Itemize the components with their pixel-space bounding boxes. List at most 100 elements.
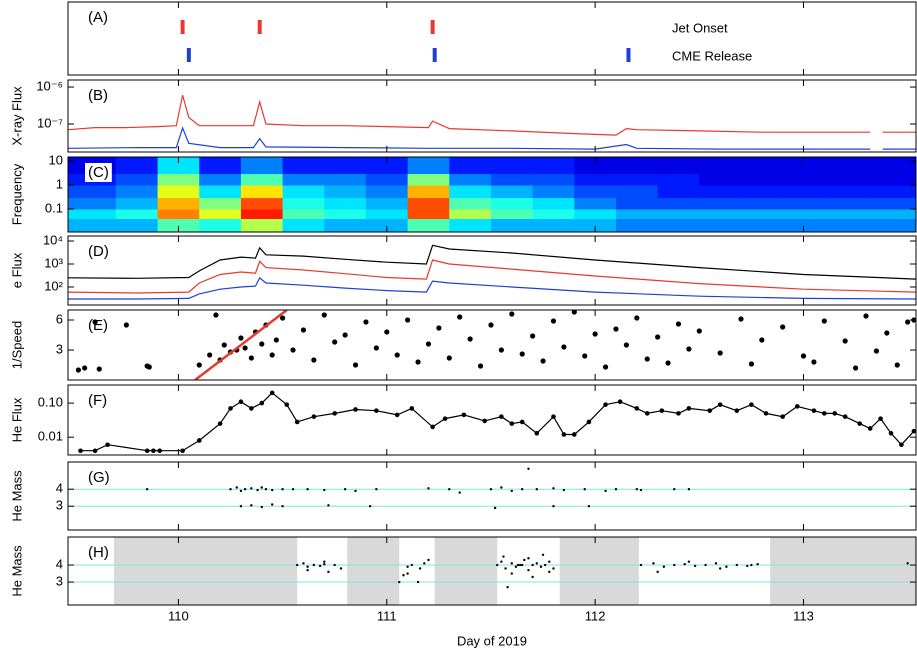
- heatmap-cell: [115, 209, 159, 220]
- data-point: [602, 364, 609, 370]
- data-point: [552, 487, 555, 490]
- data-point: [639, 563, 643, 567]
- plot-area: [75, 310, 916, 380]
- heatmap-cell: [68, 218, 117, 232]
- panel-frame: [67, 384, 917, 456]
- panel: 3 4 110 111 112 113 (H) He Mass: [9, 536, 917, 623]
- heatmap-cell: [240, 173, 284, 186]
- heatmap-cell: [532, 197, 575, 210]
- heatmap-cell: [699, 157, 742, 175]
- heatmap-cell: [740, 157, 784, 175]
- data-point: [354, 489, 357, 493]
- plot-area: [68, 537, 916, 605]
- heatmap-cell: [574, 157, 617, 175]
- data-point: [571, 432, 577, 437]
- data-point: [551, 414, 556, 419]
- heatmap-cell: [157, 185, 200, 199]
- panel: 0.01 0.10 (F) He Flux: [9, 384, 917, 456]
- heatmap-cell: [782, 185, 825, 199]
- data-point: [290, 347, 296, 353]
- y-tick-label: 0.10: [38, 395, 63, 410]
- heatmap-cell: [199, 209, 242, 220]
- heatmap-cell: [865, 157, 916, 175]
- heatmap-cell: [490, 218, 534, 232]
- data-point: [207, 352, 213, 358]
- panel-label: (G): [88, 469, 110, 486]
- data-point: [780, 324, 786, 330]
- data-point: [498, 347, 504, 353]
- data-point: [235, 486, 238, 489]
- heatmap-cell: [532, 209, 575, 220]
- heatmap-cell: [240, 185, 284, 199]
- shaded-interval: [347, 537, 400, 605]
- data-point: [144, 448, 150, 454]
- y-tick-label: 10⁻⁷: [37, 115, 63, 130]
- data-point: [333, 563, 336, 567]
- data-point: [477, 363, 484, 369]
- data-line: [68, 276, 916, 300]
- data-point: [105, 442, 110, 448]
- data-point: [552, 505, 555, 508]
- data-point: [92, 319, 98, 325]
- data-point: [402, 574, 405, 577]
- panel: 10⁻⁷ 10⁻⁶ (B) X-ray Flux: [9, 78, 917, 153]
- plot-area: [78, 390, 916, 454]
- data-point: [604, 489, 607, 493]
- heatmap-cell: [115, 173, 159, 186]
- heatmap-cell: [865, 218, 916, 232]
- data-point: [145, 488, 149, 491]
- data-line: [68, 126, 916, 150]
- heatmap-cell: [824, 157, 867, 175]
- data-point: [634, 315, 640, 321]
- heatmap-cell: [365, 197, 409, 210]
- y-axis-label: 1/Speed: [9, 321, 24, 369]
- data-point: [539, 565, 543, 568]
- plot-area: [68, 467, 916, 510]
- data-point: [151, 448, 156, 454]
- data-point: [571, 310, 577, 315]
- heatmap-cell: [699, 209, 742, 220]
- data-point: [488, 322, 494, 328]
- data-point: [339, 567, 343, 570]
- data-point: [676, 411, 681, 416]
- panel-frame: [67, 156, 917, 233]
- heatmap-cell: [615, 185, 659, 199]
- data-point: [238, 399, 244, 404]
- data-point: [311, 414, 317, 419]
- heatmap-cell: [824, 209, 867, 220]
- data-point: [196, 438, 202, 443]
- data-point: [249, 406, 254, 411]
- event-marker: [626, 48, 631, 62]
- heatmap-cell: [574, 209, 617, 220]
- panel-frame: [67, 461, 917, 531]
- data-point: [398, 580, 401, 584]
- data-point: [213, 312, 219, 318]
- y-axis-label: X-ray Flux: [9, 86, 24, 146]
- heatmap-cell: [865, 197, 916, 210]
- data-point: [832, 411, 838, 416]
- y-tick-label: 3: [56, 498, 63, 513]
- panel-label: (D): [88, 243, 109, 260]
- x-tick-label: 112: [585, 608, 606, 623]
- data-line: [68, 259, 916, 294]
- data-point: [493, 506, 497, 510]
- data-point: [461, 412, 467, 418]
- data-point: [518, 563, 522, 567]
- heatmap-cell: [490, 157, 534, 175]
- data-point: [687, 560, 691, 563]
- data-point: [714, 562, 718, 565]
- data-point: [613, 326, 619, 332]
- shaded-interval: [770, 537, 916, 605]
- heatmap-cell: [68, 209, 117, 220]
- data-point: [857, 421, 863, 426]
- data-point: [250, 504, 253, 507]
- data-point: [323, 563, 326, 566]
- y-tick-label: 10³: [44, 255, 63, 270]
- data-point: [284, 402, 290, 407]
- event-marker: [180, 20, 185, 34]
- heatmap-cell: [574, 185, 617, 199]
- event-marker: [186, 48, 191, 62]
- data-point: [405, 317, 411, 323]
- heatmap-cell: [699, 185, 742, 199]
- heatmap-cell: [68, 197, 117, 210]
